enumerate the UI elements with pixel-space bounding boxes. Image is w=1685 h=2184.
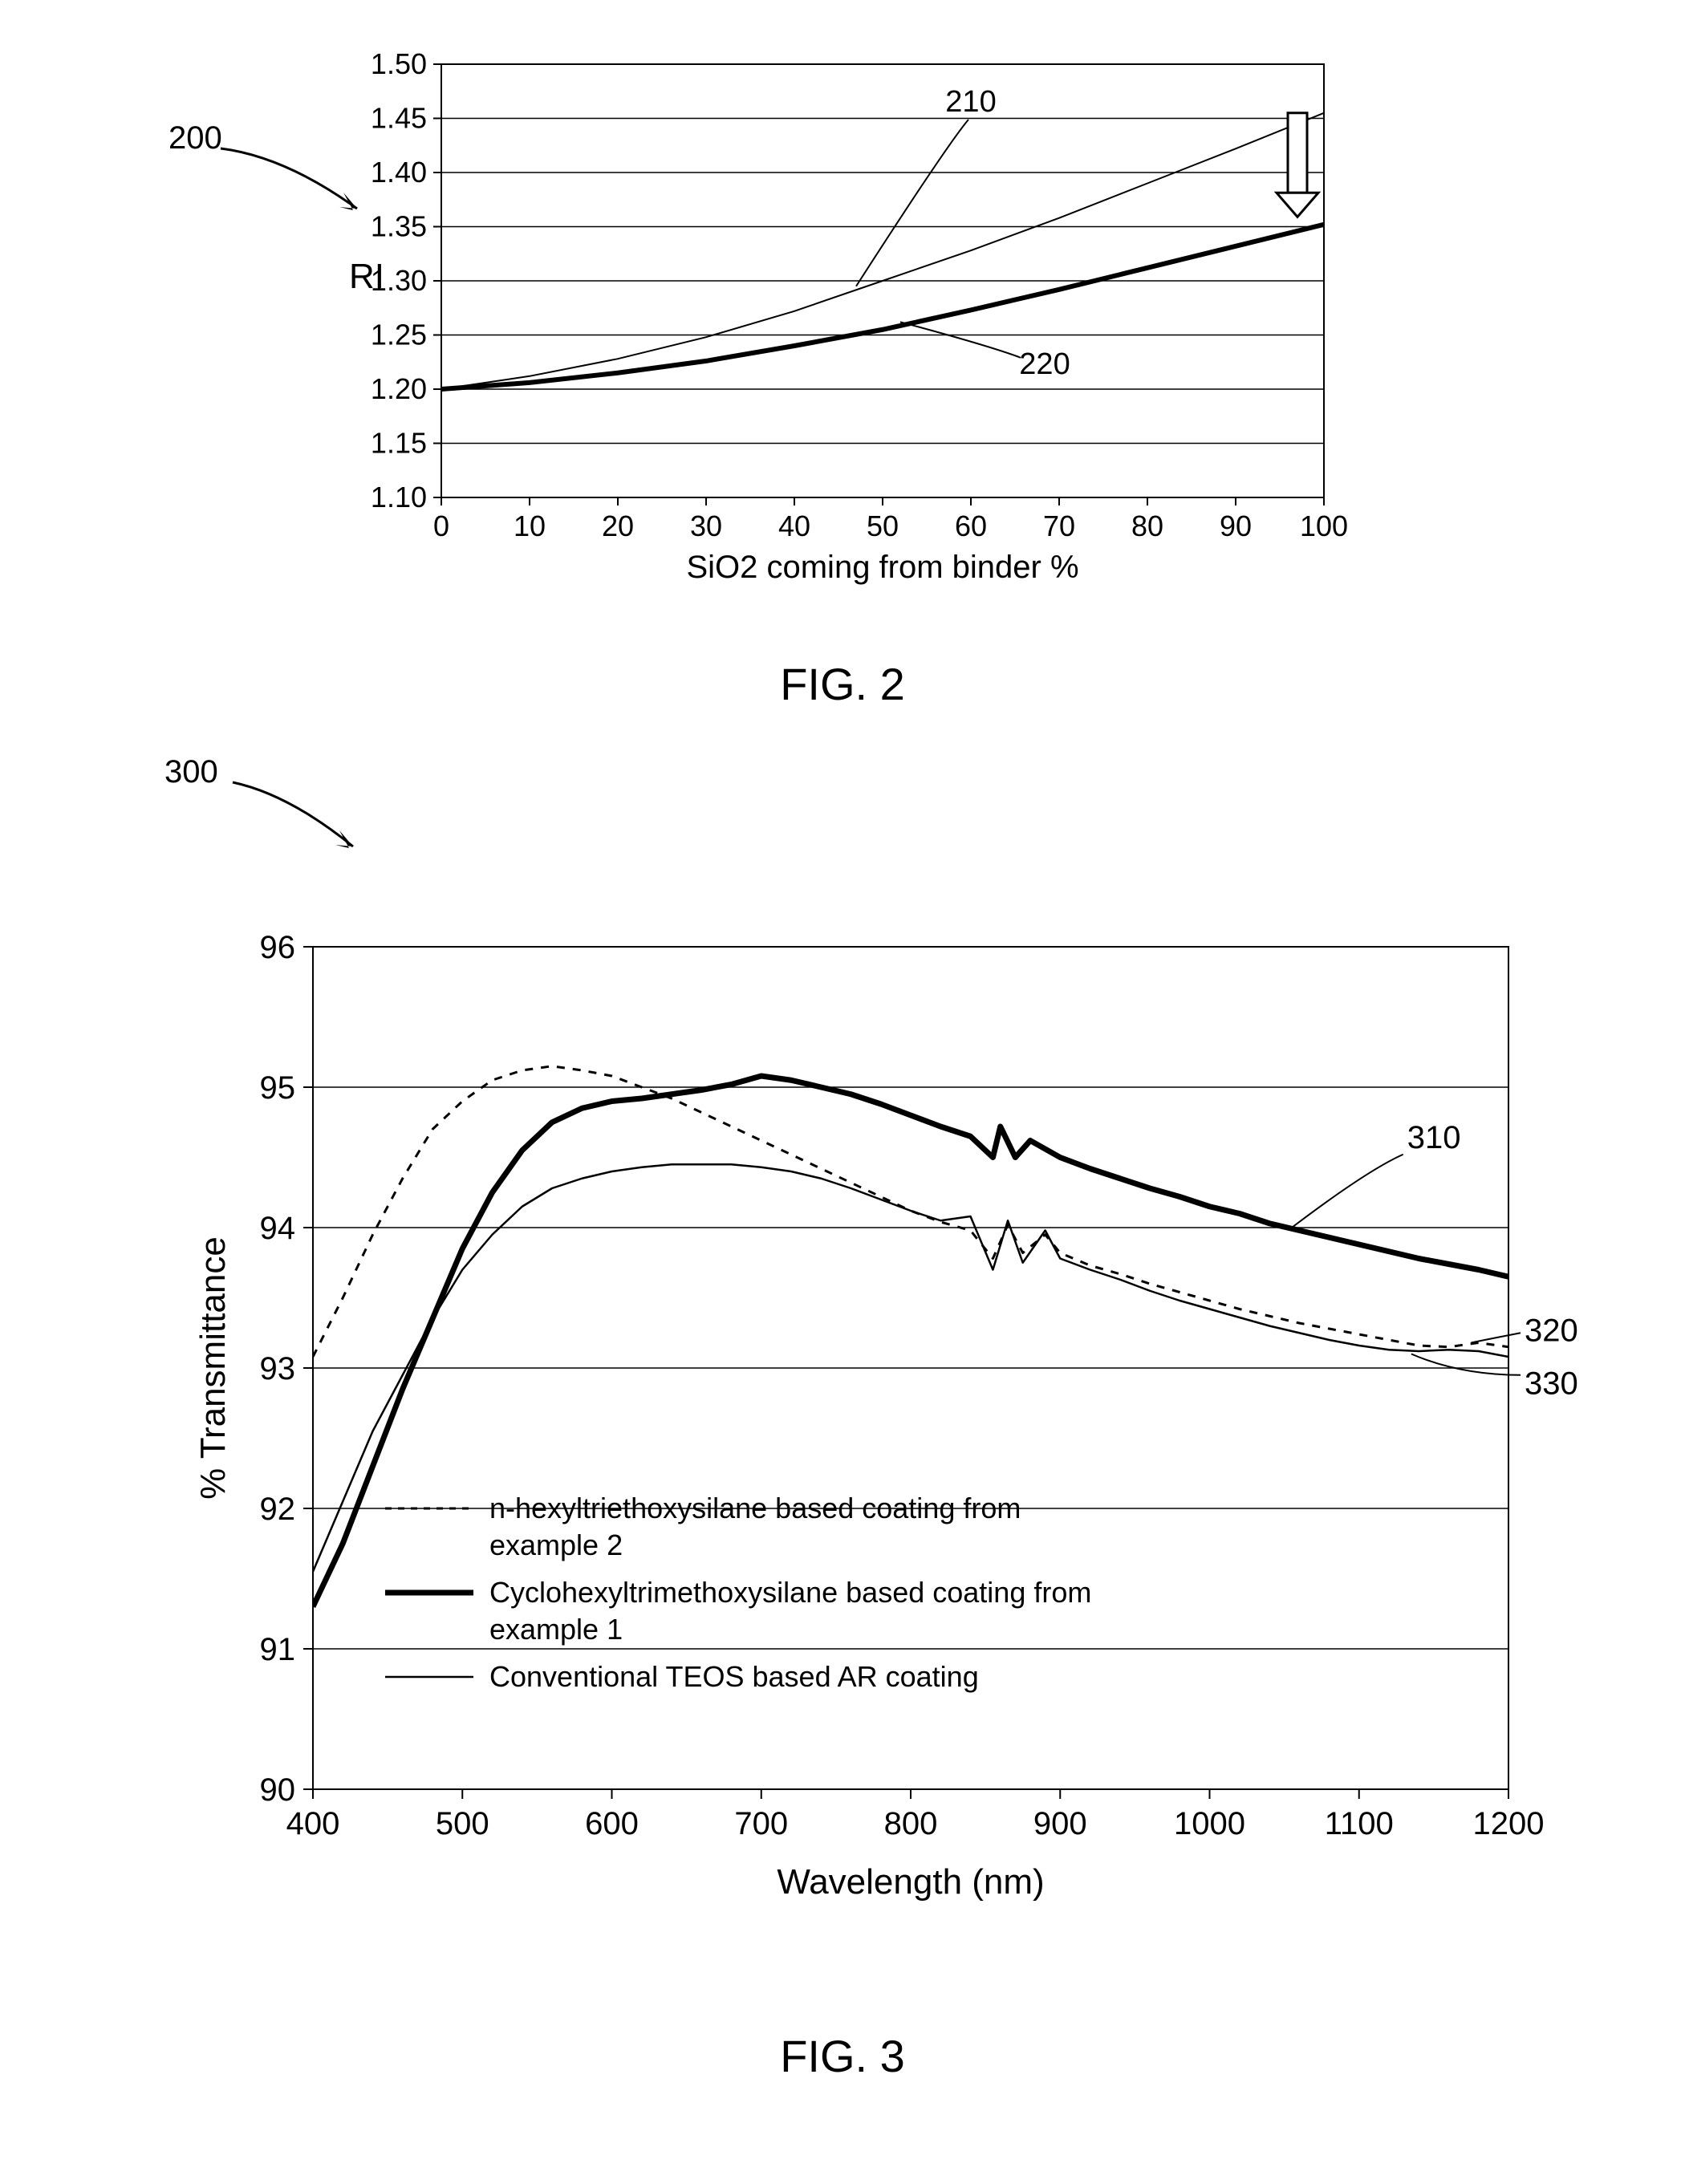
svg-text:500: 500 <box>436 1806 489 1841</box>
svg-text:% Transmittance: % Transmittance <box>193 1236 233 1500</box>
svg-text:92: 92 <box>260 1492 296 1527</box>
svg-text:91: 91 <box>260 1632 296 1667</box>
svg-text:n-hexyltriethoxysilane based c: n-hexyltriethoxysilane based coating fro… <box>489 1492 1021 1524</box>
svg-text:Cyclohexyltrimethoxysilane bas: Cyclohexyltrimethoxysilane based coating… <box>489 1576 1091 1609</box>
svg-text:90: 90 <box>260 1772 296 1808</box>
svg-text:1200: 1200 <box>1473 1806 1545 1841</box>
svg-text:1000: 1000 <box>1174 1806 1245 1841</box>
fig3-caption: FIG. 3 <box>0 2030 1685 2082</box>
svg-text:330: 330 <box>1525 1366 1578 1402</box>
svg-text:320: 320 <box>1525 1313 1578 1348</box>
svg-text:95: 95 <box>260 1070 296 1106</box>
svg-text:700: 700 <box>734 1806 788 1841</box>
fig3-chart: 90 91 92 93 94 95 96 400 500 600 700 800 900 1000 1100… <box>0 0 1685 2046</box>
svg-text:93: 93 <box>260 1351 296 1386</box>
svg-text:Conventional TEOS based AR coa: Conventional TEOS based AR coating <box>489 1660 979 1693</box>
svg-text:example 2: example 2 <box>489 1528 623 1561</box>
svg-text:800: 800 <box>884 1806 938 1841</box>
svg-text:310: 310 <box>1407 1120 1461 1155</box>
svg-text:96: 96 <box>260 930 296 965</box>
svg-text:example 1: example 1 <box>489 1613 623 1646</box>
svg-text:94: 94 <box>260 1211 296 1246</box>
svg-text:Wavelength (nm): Wavelength (nm) <box>777 1862 1044 1902</box>
svg-text:400: 400 <box>286 1806 340 1841</box>
svg-text:600: 600 <box>585 1806 639 1841</box>
svg-text:900: 900 <box>1033 1806 1087 1841</box>
svg-text:1100: 1100 <box>1325 1806 1394 1841</box>
